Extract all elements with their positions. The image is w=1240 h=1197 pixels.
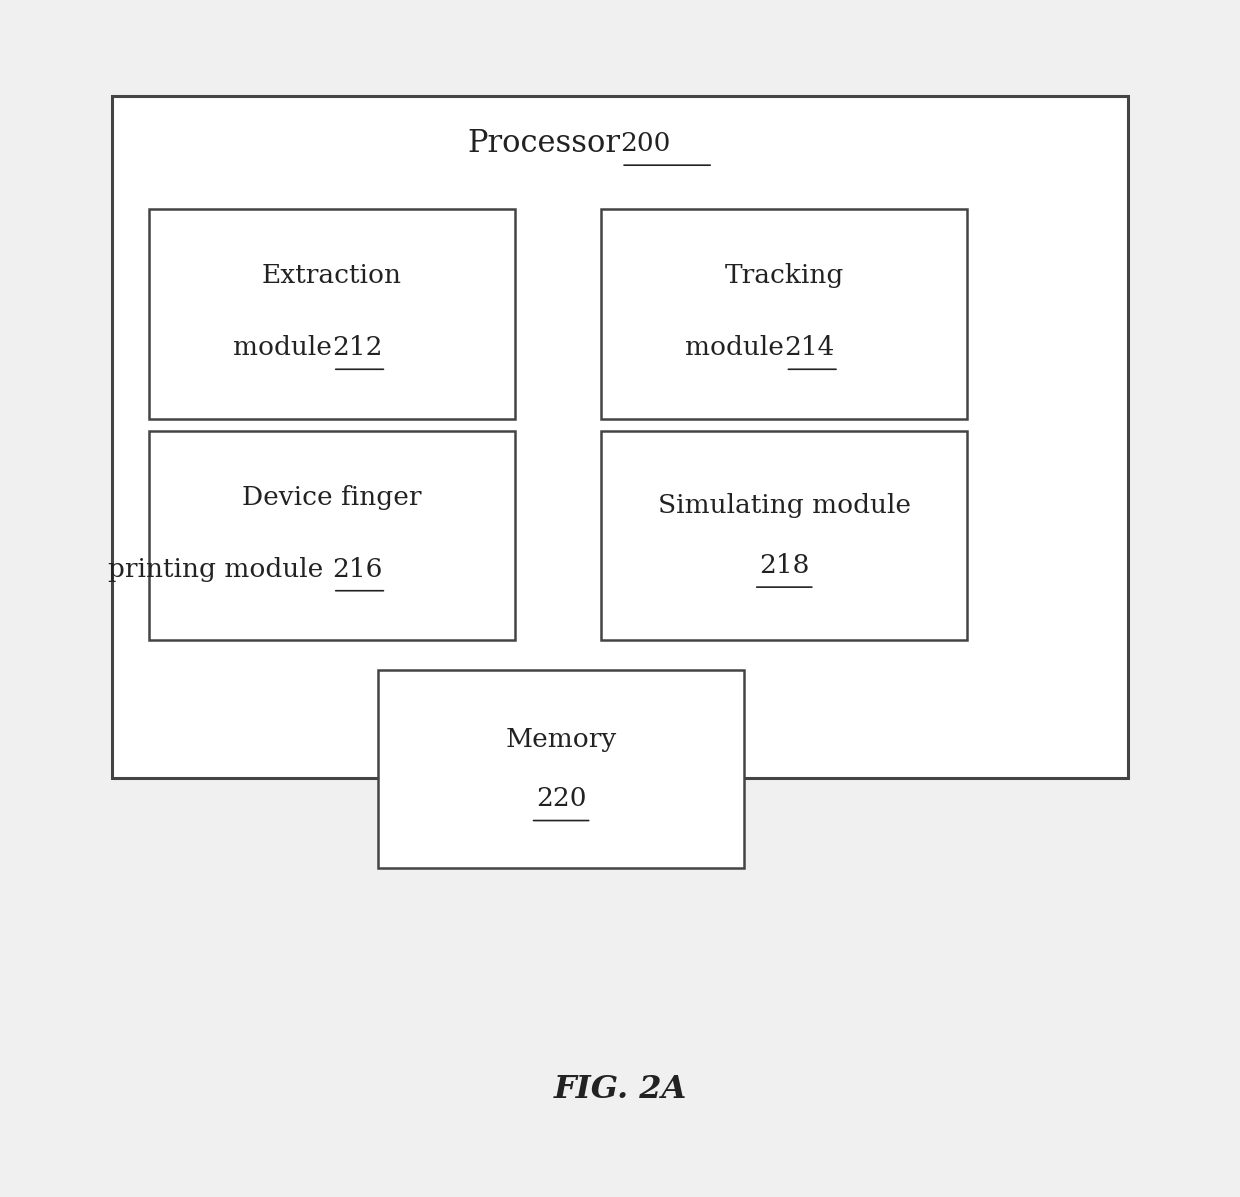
- FancyBboxPatch shape: [112, 96, 1128, 778]
- FancyBboxPatch shape: [149, 209, 515, 419]
- Text: module: module: [686, 335, 784, 360]
- Text: Tracking: Tracking: [724, 263, 844, 288]
- Text: module: module: [233, 335, 331, 360]
- Text: Extraction: Extraction: [262, 263, 402, 288]
- Text: Memory: Memory: [506, 727, 616, 752]
- Text: Device finger: Device finger: [242, 485, 422, 510]
- Text: 220: 220: [536, 786, 587, 812]
- Text: 214: 214: [784, 335, 835, 360]
- Text: Processor: Processor: [467, 128, 620, 159]
- FancyBboxPatch shape: [601, 209, 967, 419]
- Text: 218: 218: [759, 553, 810, 578]
- Text: 216: 216: [331, 557, 382, 582]
- Text: Simulating module: Simulating module: [657, 493, 911, 518]
- FancyBboxPatch shape: [378, 670, 744, 868]
- FancyBboxPatch shape: [149, 431, 515, 640]
- Text: FIG. 2A: FIG. 2A: [553, 1074, 687, 1105]
- FancyBboxPatch shape: [601, 431, 967, 640]
- Text: 212: 212: [331, 335, 382, 360]
- Text: 200: 200: [620, 132, 671, 156]
- Text: printing module: printing module: [108, 557, 331, 582]
